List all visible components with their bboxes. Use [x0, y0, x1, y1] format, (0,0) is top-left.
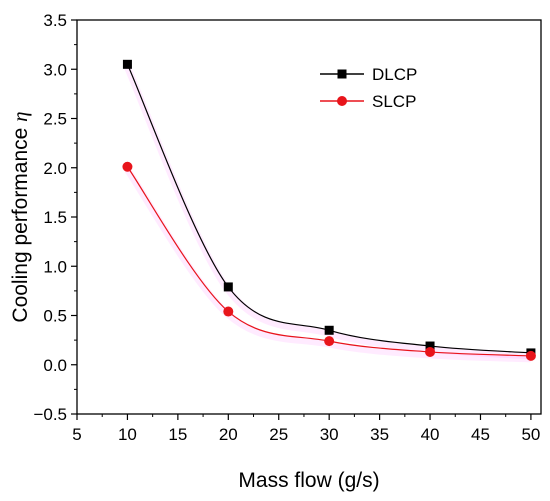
legend-marker-dlcp — [337, 69, 347, 79]
data-point-slcp — [525, 350, 536, 361]
series-lines — [126, 64, 531, 357]
x-tick-label: 25 — [269, 425, 288, 444]
x-tick-label: 50 — [521, 425, 540, 444]
series-shadow-dlcp — [124, 65, 532, 360]
series-line-dlcp — [126, 64, 531, 354]
x-tick-label: 10 — [118, 425, 137, 444]
x-tick-label: 5 — [72, 425, 81, 444]
data-point-slcp — [223, 306, 234, 317]
series-markers — [122, 59, 536, 361]
y-tick-label: 1.5 — [43, 208, 67, 227]
y-axis-title: Cooling performance η — [8, 111, 32, 322]
x-tick-label: 40 — [421, 425, 440, 444]
legend-marker-slcp — [337, 96, 347, 106]
data-point-dlcp — [425, 341, 435, 351]
y-axis-title-symbol: η — [8, 111, 32, 121]
y-tick-label: 0.0 — [43, 356, 67, 375]
x-tick-label: 15 — [168, 425, 187, 444]
x-tick-label: 20 — [219, 425, 238, 444]
data-point-slcp — [425, 346, 436, 357]
data-point-dlcp — [223, 282, 233, 292]
x-tick-label: 30 — [320, 425, 339, 444]
series-shadow-layer — [124, 65, 532, 363]
axis-ticks: 5 10 15 20 25 30 35 40 45 50 −0.5 0.0 0.5 1.0 1.5 2.0 2.… — [33, 11, 540, 444]
data-point-dlcp — [324, 325, 334, 335]
y-axis-title-text: Cooling performance — [9, 122, 32, 323]
legend-label-dlcp: DLCP — [372, 65, 417, 84]
y-tick-label: 0.5 — [43, 307, 67, 326]
y-tick-label: 3.5 — [43, 11, 67, 30]
x-axis-title: Mass flow (g/s) — [238, 469, 379, 492]
series-shadow-slcp — [124, 167, 532, 363]
legend-label-slcp: SLCP — [372, 92, 416, 111]
x-tick-label: 45 — [471, 425, 490, 444]
data-point-slcp — [122, 161, 133, 172]
y-tick-label: 2.0 — [43, 159, 67, 178]
data-point-slcp — [324, 336, 335, 347]
y-tick-label: 2.5 — [43, 110, 67, 129]
legend: DLCP SLCP — [320, 65, 417, 111]
data-point-dlcp — [122, 59, 132, 69]
y-tick-label: −0.5 — [33, 405, 67, 424]
y-tick-label: 1.0 — [43, 257, 67, 276]
x-tick-label: 35 — [370, 425, 389, 444]
y-tick-label: 3.0 — [43, 60, 67, 79]
